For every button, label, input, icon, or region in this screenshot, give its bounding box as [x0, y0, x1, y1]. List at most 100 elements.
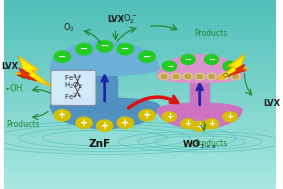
Circle shape — [195, 73, 205, 80]
Bar — [4, 153, 276, 157]
Bar — [4, 156, 276, 161]
Polygon shape — [17, 68, 37, 81]
Text: +: + — [80, 118, 88, 128]
Bar — [4, 77, 276, 82]
Polygon shape — [16, 57, 51, 86]
Bar — [4, 115, 276, 120]
Text: +: + — [208, 119, 215, 128]
Text: $\bullet$OH: $\bullet$OH — [4, 82, 23, 93]
Text: Products: Products — [7, 120, 40, 129]
Bar — [4, 1, 276, 6]
Circle shape — [223, 61, 237, 71]
Text: −: − — [80, 44, 88, 54]
Text: −: − — [58, 52, 66, 62]
Ellipse shape — [158, 70, 242, 83]
Text: WO$_{3-x}$: WO$_{3-x}$ — [182, 139, 217, 151]
Bar — [4, 8, 276, 13]
Bar — [4, 99, 276, 104]
Text: LVX: LVX — [1, 62, 18, 71]
Bar — [4, 165, 276, 170]
Circle shape — [221, 75, 226, 78]
Bar — [4, 130, 276, 136]
FancyBboxPatch shape — [51, 70, 96, 105]
Bar — [4, 127, 276, 132]
Circle shape — [185, 75, 190, 78]
Bar — [4, 102, 276, 107]
Text: ZnF: ZnF — [88, 139, 110, 149]
Bar — [4, 184, 276, 189]
Text: +: + — [58, 110, 66, 120]
Ellipse shape — [158, 103, 242, 116]
Bar — [4, 96, 276, 101]
Ellipse shape — [50, 61, 159, 75]
Circle shape — [231, 73, 240, 80]
Circle shape — [76, 117, 92, 129]
Bar — [4, 20, 276, 25]
Circle shape — [162, 112, 177, 122]
Bar — [4, 124, 276, 129]
Polygon shape — [93, 68, 117, 106]
Circle shape — [117, 43, 134, 55]
Polygon shape — [218, 55, 248, 80]
Text: +: + — [185, 119, 191, 128]
Circle shape — [183, 73, 193, 80]
Polygon shape — [50, 106, 159, 129]
Circle shape — [54, 110, 70, 121]
Circle shape — [76, 43, 92, 55]
Circle shape — [97, 120, 113, 131]
Text: −: − — [143, 52, 151, 62]
Bar — [4, 39, 276, 44]
Bar — [4, 93, 276, 98]
Circle shape — [204, 55, 218, 64]
Circle shape — [161, 75, 167, 78]
Polygon shape — [230, 64, 246, 75]
Text: $\bullet$O$_2^-$: $\bullet$O$_2^-$ — [118, 12, 138, 26]
Bar — [4, 64, 276, 69]
Text: −: − — [208, 55, 215, 64]
Bar — [4, 70, 276, 76]
Bar — [4, 159, 276, 164]
Bar — [4, 89, 276, 94]
Text: LVX: LVX — [263, 98, 281, 108]
Bar — [4, 134, 276, 139]
Bar — [4, 74, 276, 79]
Circle shape — [181, 119, 195, 129]
Bar — [4, 137, 276, 142]
Bar — [4, 0, 276, 3]
Text: H$_2$O$_2$: H$_2$O$_2$ — [64, 81, 83, 91]
Bar — [4, 26, 276, 32]
Text: −: − — [226, 62, 233, 71]
Text: Products: Products — [194, 29, 228, 38]
Text: Fe$^{3+}$: Fe$^{3+}$ — [64, 73, 82, 84]
Text: −: − — [166, 62, 173, 71]
Bar — [4, 178, 276, 183]
Circle shape — [171, 73, 181, 80]
Circle shape — [54, 51, 70, 62]
Circle shape — [159, 73, 169, 80]
Bar — [4, 45, 276, 50]
Bar — [4, 108, 276, 113]
Bar — [4, 149, 276, 154]
Bar — [4, 112, 276, 117]
Bar — [4, 61, 276, 66]
Circle shape — [207, 73, 216, 80]
Ellipse shape — [158, 70, 242, 83]
Polygon shape — [158, 55, 242, 77]
Text: +: + — [196, 122, 203, 131]
Bar — [4, 174, 276, 180]
Bar — [4, 162, 276, 167]
Bar — [4, 86, 276, 91]
Circle shape — [139, 51, 155, 62]
Text: −: − — [185, 55, 191, 64]
Text: OV: OV — [223, 73, 232, 78]
Text: −: − — [121, 44, 129, 54]
Text: +: + — [166, 112, 173, 121]
Bar — [4, 42, 276, 47]
Text: O$_2$: O$_2$ — [63, 21, 75, 34]
Circle shape — [117, 117, 134, 129]
Circle shape — [233, 75, 238, 78]
Bar — [4, 140, 276, 145]
Text: Fe$^{2+}$: Fe$^{2+}$ — [64, 91, 82, 102]
Bar — [4, 58, 276, 63]
Circle shape — [197, 75, 202, 78]
